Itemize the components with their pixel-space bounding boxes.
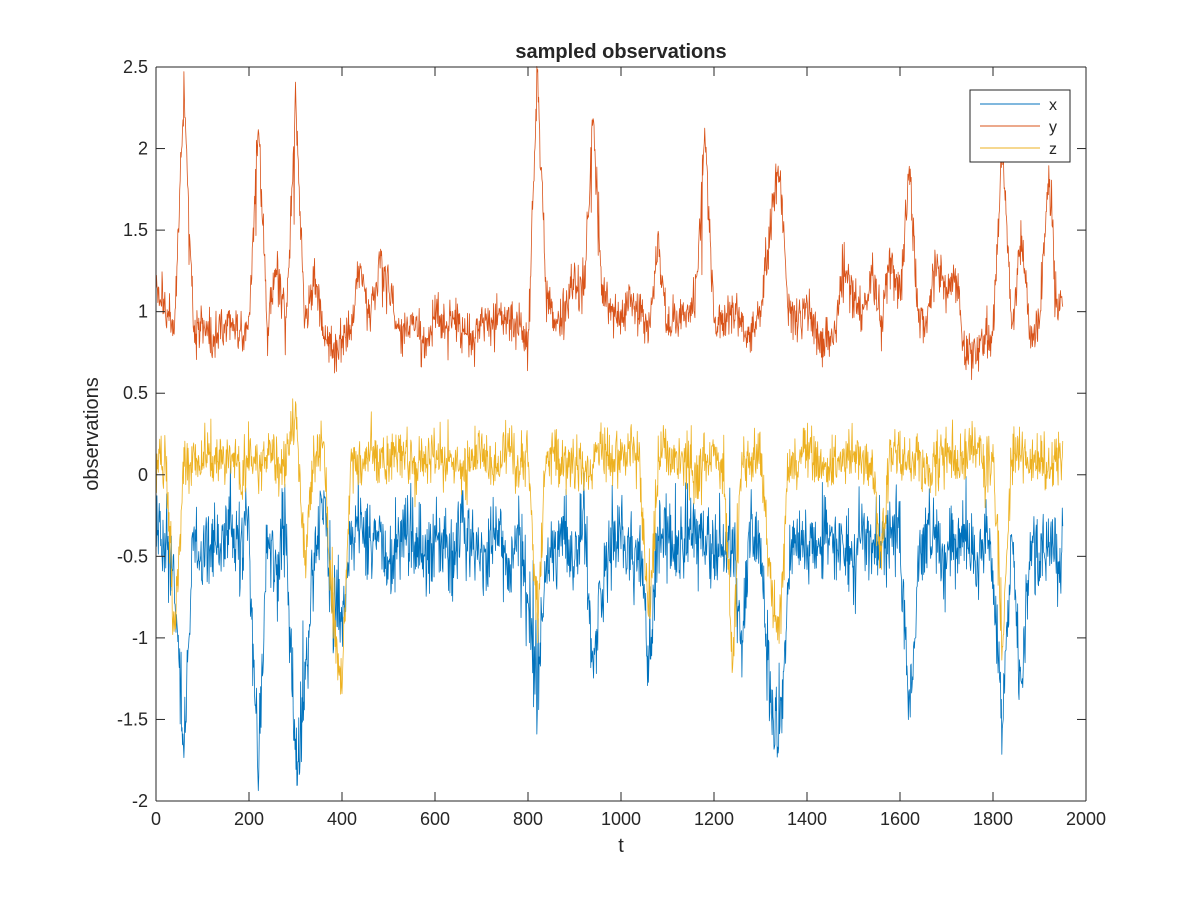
x-axis-label: t bbox=[618, 835, 624, 857]
x-tick-label: 200 bbox=[234, 809, 264, 829]
x-tick-label: 1600 bbox=[880, 809, 920, 829]
legend-label-x: x bbox=[1049, 97, 1057, 114]
y-tick-label: 2 bbox=[138, 139, 148, 159]
x-tick-label: 1400 bbox=[787, 809, 827, 829]
y-tick-label: -1.5 bbox=[117, 709, 148, 729]
legend-label-y: y bbox=[1049, 119, 1057, 136]
y-tick-label: -2 bbox=[132, 791, 148, 811]
x-tick-label: 1200 bbox=[694, 809, 734, 829]
x-tick-label: 400 bbox=[327, 809, 357, 829]
y-tick-label: 1 bbox=[138, 302, 148, 322]
x-tick-label: 2000 bbox=[1066, 809, 1106, 829]
y-tick-label: 1.5 bbox=[123, 220, 148, 240]
x-tick-label: 800 bbox=[513, 809, 543, 829]
series-line-x bbox=[156, 460, 1064, 792]
y-tick-label: 2.5 bbox=[123, 57, 148, 77]
x-tick-label: 1000 bbox=[601, 809, 641, 829]
series-lines bbox=[156, 66, 1064, 792]
chart-title: sampled observations bbox=[515, 41, 726, 63]
y-tick-label: -1 bbox=[132, 628, 148, 648]
series-line-z bbox=[156, 398, 1064, 695]
y-tick-label: 0.5 bbox=[123, 383, 148, 403]
x-tick-label: 0 bbox=[151, 809, 161, 829]
legend-label-z: z bbox=[1049, 141, 1057, 158]
x-tick-label: 1800 bbox=[973, 809, 1013, 829]
series-line-y bbox=[156, 66, 1064, 381]
y-tick-label: 0 bbox=[138, 465, 148, 485]
axes: 0 200 400 600 800 1000 1200 1400 1600 1800 2000 -2 -… bbox=[117, 57, 1106, 829]
legend: xyz bbox=[969, 89, 1071, 163]
y-axis-label: observations bbox=[81, 377, 103, 490]
x-tick-label: 600 bbox=[420, 809, 450, 829]
plot-area bbox=[156, 67, 1086, 801]
y-tick-label: -0.5 bbox=[117, 546, 148, 566]
